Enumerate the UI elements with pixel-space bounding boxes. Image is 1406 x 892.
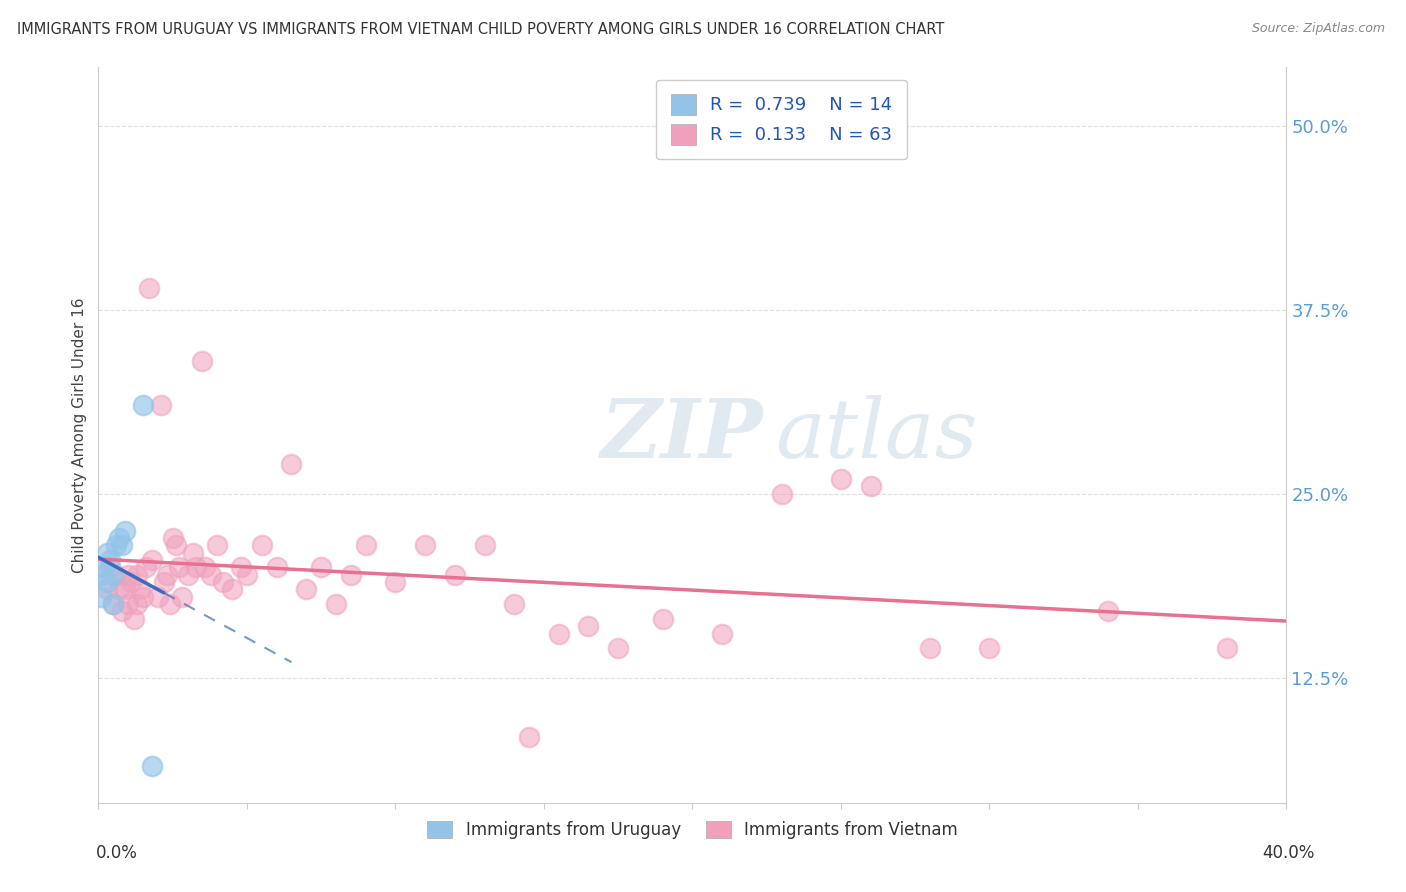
Point [250, 538, 273, 552]
Point [125, 597, 148, 611]
Point [96, 545, 118, 560]
Point [96, 582, 118, 597]
Text: ZIP: ZIP [602, 395, 763, 475]
Point [280, 457, 302, 471]
Point [111, 538, 134, 552]
Point [114, 582, 136, 597]
Point [413, 538, 436, 552]
Text: IMMIGRANTS FROM URUGUAY VS IMMIGRANTS FROM VIETNAM CHILD POVERTY AMONG GIRLS UND: IMMIGRANTS FROM URUGUAY VS IMMIGRANTS FR… [17, 22, 945, 37]
Point [830, 472, 852, 486]
Point [229, 560, 252, 574]
Point [159, 597, 181, 611]
Point [90, 567, 112, 582]
Point [98, 560, 121, 574]
Point [132, 398, 155, 412]
Point [141, 553, 163, 567]
Point [146, 590, 169, 604]
Point [474, 538, 496, 552]
Point [859, 479, 882, 493]
Point [1097, 605, 1119, 619]
Text: atlas: atlas [776, 395, 979, 475]
Point [770, 487, 793, 501]
Point [90, 590, 112, 604]
Text: 40.0%: 40.0% [1263, 844, 1315, 862]
Point [170, 590, 193, 604]
Point [96, 574, 118, 589]
Point [162, 531, 184, 545]
Point [325, 597, 347, 611]
Point [236, 567, 259, 582]
Legend: Immigrants from Uruguay, Immigrants from Vietnam: Immigrants from Uruguay, Immigrants from… [420, 814, 965, 846]
Point [141, 759, 163, 773]
Point [607, 641, 630, 656]
Point [111, 605, 134, 619]
Text: Source: ZipAtlas.com: Source: ZipAtlas.com [1251, 22, 1385, 36]
Point [105, 538, 128, 552]
Point [117, 567, 139, 582]
Point [167, 560, 190, 574]
Point [135, 560, 157, 574]
Point [105, 567, 128, 582]
Point [221, 582, 243, 597]
Point [156, 567, 179, 582]
Point [165, 538, 187, 552]
Point [266, 560, 288, 574]
Point [120, 574, 142, 589]
Point [176, 567, 198, 582]
Point [384, 574, 406, 589]
Point [979, 641, 1001, 656]
Point [1216, 641, 1239, 656]
Point [194, 560, 217, 574]
Y-axis label: Child Poverty Among Girls Under 16: Child Poverty Among Girls Under 16 [72, 297, 87, 573]
Point [354, 538, 377, 552]
Point [186, 560, 208, 574]
Point [103, 597, 125, 611]
Point [711, 626, 734, 640]
Point [108, 531, 131, 545]
Point [212, 574, 235, 589]
Point [920, 641, 942, 656]
Point [138, 280, 160, 294]
Point [122, 612, 145, 626]
Point [651, 612, 673, 626]
Point [183, 545, 205, 560]
Point [93, 560, 115, 574]
Point [503, 597, 526, 611]
Point [200, 567, 222, 582]
Point [295, 582, 318, 597]
Point [205, 538, 228, 552]
Point [103, 597, 125, 611]
Point [578, 619, 600, 633]
Text: 0.0%: 0.0% [96, 844, 138, 862]
Point [108, 582, 131, 597]
Point [117, 597, 139, 611]
Point [191, 354, 214, 368]
Point [547, 626, 569, 640]
Point [443, 567, 465, 582]
Point [149, 398, 172, 412]
Point [132, 590, 155, 604]
Point [517, 730, 540, 744]
Point [125, 567, 148, 582]
Point [129, 582, 152, 597]
Point [98, 553, 121, 567]
Point [309, 560, 332, 574]
Point [152, 574, 174, 589]
Point [103, 567, 125, 582]
Point [340, 567, 363, 582]
Point [114, 524, 136, 538]
